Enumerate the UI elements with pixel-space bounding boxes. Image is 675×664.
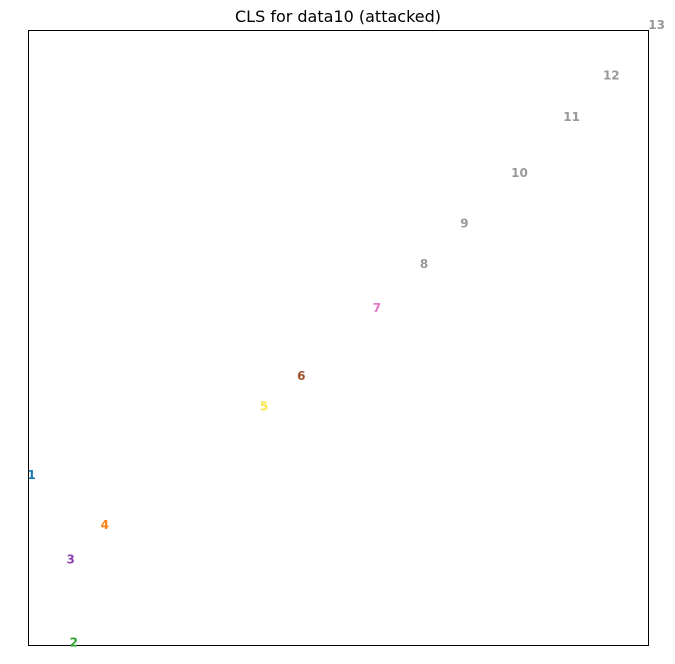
chart-title: CLS for data10 (attacked) [235,7,441,26]
point-label-4: 4 [101,518,109,532]
point-label-8: 8 [420,257,428,271]
point-label-3: 3 [67,552,75,566]
point-label-12: 12 [603,68,620,82]
plot-area [28,30,649,646]
point-label-2: 2 [70,635,78,649]
point-label-1: 1 [27,468,35,482]
point-label-7: 7 [373,301,381,315]
point-label-11: 11 [563,110,580,124]
point-label-6: 6 [297,369,305,383]
point-label-13: 13 [648,18,665,32]
point-label-10: 10 [511,166,528,180]
point-label-9: 9 [460,217,468,231]
point-label-5: 5 [260,399,268,413]
